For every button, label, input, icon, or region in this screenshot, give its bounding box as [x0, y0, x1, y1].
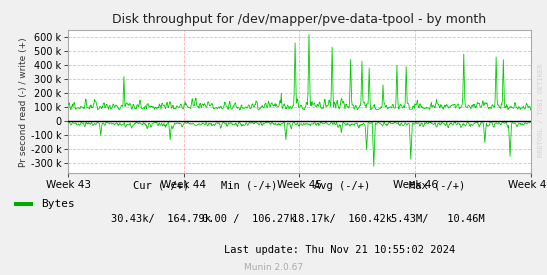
Text: Bytes: Bytes [41, 199, 75, 209]
Text: Munin 2.0.67: Munin 2.0.67 [244, 263, 303, 272]
Text: RRDTOOL / TOBI OETIKER: RRDTOOL / TOBI OETIKER [538, 63, 544, 157]
Text: 18.17k/  160.42k: 18.17k/ 160.42k [292, 214, 392, 224]
Y-axis label: Pr second read (-) / write (+): Pr second read (-) / write (+) [19, 37, 28, 167]
Text: Avg (-/+): Avg (-/+) [314, 181, 370, 191]
Text: 0.00 /  106.27k: 0.00 / 106.27k [202, 214, 296, 224]
Text: 5.43M/   10.46M: 5.43M/ 10.46M [391, 214, 485, 224]
Text: Last update: Thu Nov 21 10:55:02 2024: Last update: Thu Nov 21 10:55:02 2024 [224, 245, 455, 255]
Bar [14, 202, 33, 206]
Text: 30.43k/  164.79k: 30.43k/ 164.79k [112, 214, 211, 224]
Text: Min (-/+): Min (-/+) [221, 181, 277, 191]
Title: Disk throughput for /dev/mapper/pve-data-tpool - by month: Disk throughput for /dev/mapper/pve-data… [113, 13, 486, 26]
Text: Cur (-/+): Cur (-/+) [133, 181, 189, 191]
Text: Max (-/+): Max (-/+) [410, 181, 465, 191]
